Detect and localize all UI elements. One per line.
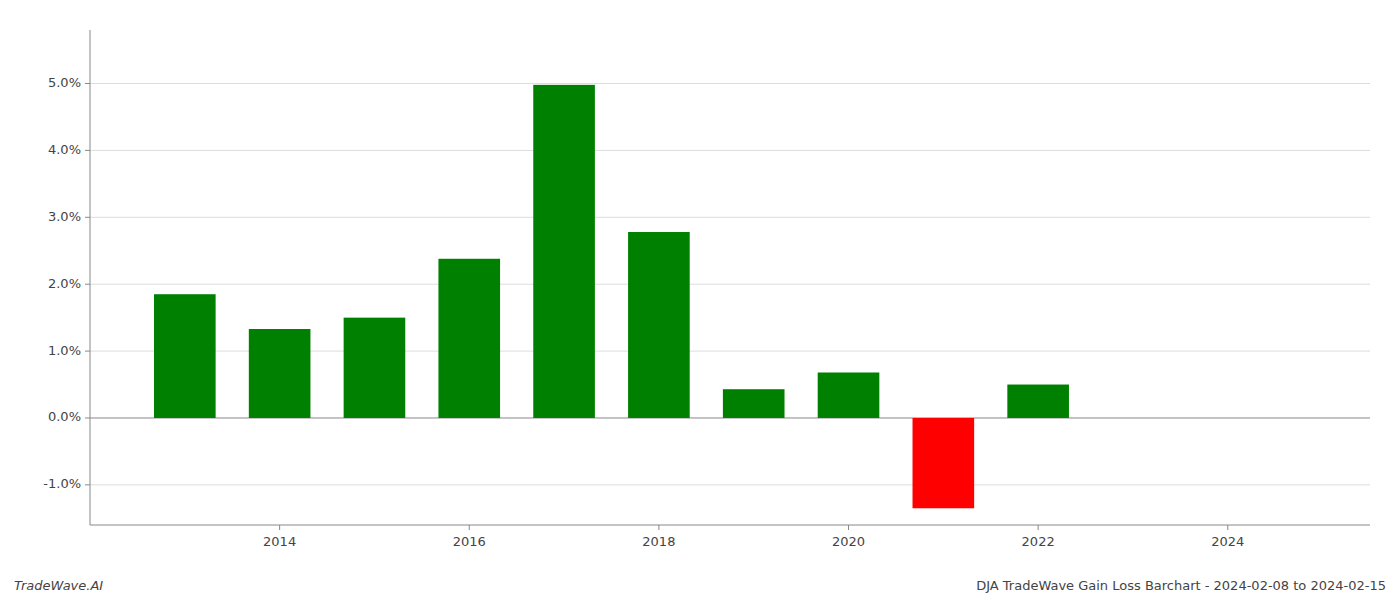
y-tick [85,150,90,151]
grid-line [90,83,1370,84]
bar [533,85,595,418]
x-tick-label: 2016 [453,534,486,549]
bar [723,389,785,418]
x-tick-label: 2022 [1022,534,1055,549]
y-axis-line [90,30,91,525]
y-tick [85,351,90,352]
x-axis-line [90,525,1370,526]
y-tick-label: 0.0% [48,409,81,424]
grid-line [90,150,1370,151]
y-tick-label: 1.0% [48,343,81,358]
y-tick-label: -1.0% [43,476,81,491]
bar [913,418,975,508]
x-tick [658,525,659,530]
bar [344,318,406,418]
y-tick [85,417,90,418]
y-tick [85,484,90,485]
x-tick-label: 2014 [263,534,296,549]
axes: -1.0% 0.0% 1.0% 2.0% 3.0% 4.0% 5.0% 2014 2016 201… [43,30,1370,549]
grid [90,84,1370,485]
x-tick [469,525,470,530]
bar [628,232,690,418]
x-tick [1227,525,1228,530]
bars [154,85,1069,508]
x-tick [848,525,849,530]
y-tick-label: 2.0% [48,276,81,291]
grid-line [90,284,1370,285]
x-tick-label: 2024 [1211,534,1244,549]
y-tick-label: 5.0% [48,75,81,90]
grid-line [90,484,1370,485]
bar [249,329,311,418]
bar [438,259,500,418]
grid-line [90,217,1370,218]
x-tick-label: 2020 [832,534,865,549]
bar [1007,385,1069,418]
bar [818,372,880,417]
bar [154,294,216,418]
chart-svg: -1.0% 0.0% 1.0% 2.0% 3.0% 4.0% 5.0% 2014 2016 201… [0,0,1400,600]
y-tick-label: 4.0% [48,142,81,157]
x-tick [1038,525,1039,530]
title: DJA TradeWave Gain Loss Barchart - 2024-… [976,578,1386,593]
y-tick-label: 3.0% [48,209,81,224]
chart-container: -1.0% 0.0% 1.0% 2.0% 3.0% 4.0% 5.0% 2014 2016 201… [0,0,1400,600]
watermark: TradeWave.AI [14,578,103,593]
y-tick [85,83,90,84]
x-tick-label: 2018 [642,534,675,549]
y-tick [85,217,90,218]
x-tick [279,525,280,530]
y-tick [85,284,90,285]
